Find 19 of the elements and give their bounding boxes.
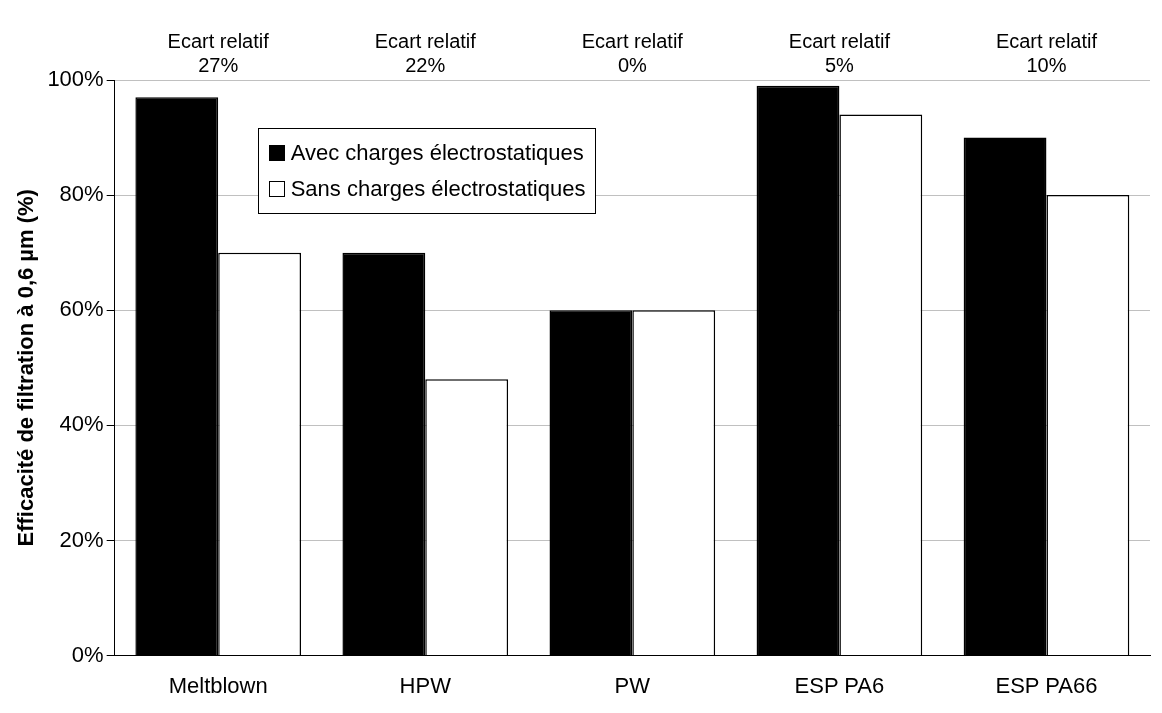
y-tick-label: 40% [59, 411, 104, 437]
x-tick-label: HPW [399, 672, 452, 698]
x-tick-label: PW [614, 672, 651, 698]
legend-label: Avec charges électrostatiques [290, 140, 584, 166]
y-tick-label: 20% [59, 526, 104, 552]
x-tick-label: ESP PA66 [995, 672, 1098, 698]
y-tick-label: 60% [59, 296, 104, 322]
text: Ecart relatif 10% [995, 30, 1098, 76]
text: Ecart relatif 0% [581, 30, 684, 76]
y-tick-label: 100% [47, 66, 104, 92]
y-axis-title: Efficacité de filtration à 0,6 µm (%) [13, 189, 39, 547]
text: Ecart relatif 5% [788, 30, 891, 76]
y-tick-label: 0% [71, 641, 104, 667]
x-tick-label: Meltblown [168, 672, 268, 698]
y-tick-label: 80% [59, 181, 104, 207]
text: Ecart relatif 27% [167, 30, 270, 76]
legend-label: Sans charges électrostatiques [290, 176, 586, 202]
text: Ecart relatif 22% [374, 30, 477, 76]
x-tick-label: ESP PA6 [794, 672, 885, 698]
